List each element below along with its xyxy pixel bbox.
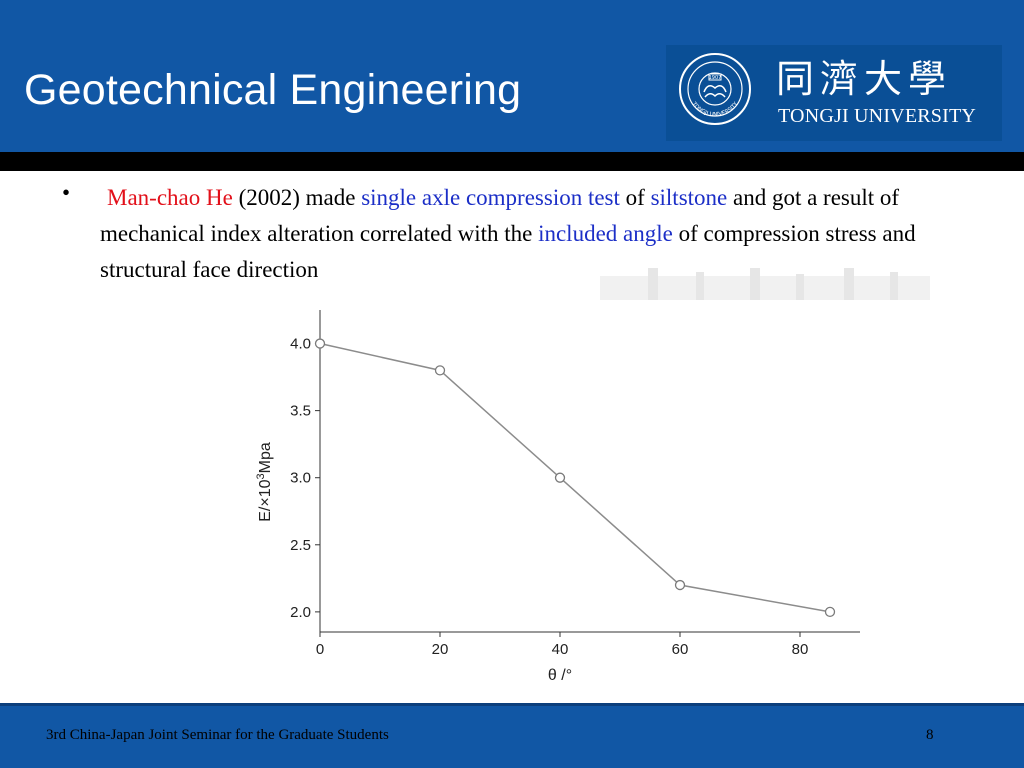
x-tick-label: 20 (432, 641, 449, 658)
bullet-paragraph: Man-chao He (2002) made single axle comp… (100, 180, 1005, 288)
page-number: 8 (926, 727, 934, 743)
y-tick-label: 3.0 (290, 470, 311, 487)
text-segment: of (619, 185, 651, 210)
data-point (314, 338, 326, 349)
data-point (434, 365, 446, 376)
header-divider (0, 152, 1024, 171)
included-angle-term: included angle (538, 221, 673, 246)
x-tick-label: 40 (552, 641, 569, 658)
seal-year: 1907 (709, 75, 722, 81)
decorative-background-strip (600, 268, 930, 300)
text-segment: (2002) made (232, 185, 362, 210)
university-logo-block (666, 45, 1002, 141)
text-segment: and got a result of mechanical index alt… (100, 185, 900, 246)
footer-top-line (0, 703, 1024, 706)
y-tick-label: 2.5 (290, 537, 311, 554)
seal-text: TONGJI UNIVERSITY (690, 100, 740, 118)
test-name: single axle compression test (361, 185, 620, 210)
svg-text:TONGJI UNIVERSITY: TONGJI UNIVERSITY (690, 100, 740, 118)
footer-bar: 3rd China-Japan Joint Seminar for the Gr… (0, 703, 1024, 768)
x-tick-label: 60 (672, 641, 689, 658)
rock-type: siltstone (650, 185, 728, 210)
y-axis-label-suffix: Mpa (257, 442, 274, 473)
data-point (674, 579, 686, 591)
y-tick-label: 2.0 (290, 604, 311, 621)
y-axis-label: E/×103Mpa (255, 442, 274, 522)
x-tick-label: 0 (316, 641, 324, 658)
university-name-chinese: 同濟大學 (776, 57, 953, 101)
university-name-english: TONGJI UNIVERSITY (778, 105, 977, 127)
y-axis-label-prefix: E/×10 (257, 479, 274, 521)
university-seal-icon: 1907 TONGJI UNIVERSITY (679, 53, 751, 125)
footer-seminar-title: 3rd China-Japan Joint Seminar for the Gr… (46, 727, 389, 743)
header-bar: Geotechnical Engineering 1907 TONGJI UNI… (0, 0, 1024, 152)
author-name: Man-chao He (107, 185, 233, 210)
x-axis-label: θ /° (548, 667, 572, 684)
data-point (554, 472, 566, 483)
data-point (824, 606, 836, 618)
text-segment: of compression stress and structural fac… (100, 221, 916, 282)
y-tick-label: 4.0 (290, 336, 311, 353)
x-tick-label: 80 (792, 641, 809, 658)
modulus-vs-angle-chart: 0 20 40 60 80 2.0 2.5 3.0 3.5 4.0 θ /° E/×103Mpa (255, 310, 860, 684)
series-line (319, 342, 831, 613)
y-axis-label-exponent: 3 (255, 473, 267, 479)
slide-title: Geotechnical Engineering (24, 66, 522, 114)
bullet-marker: • (62, 180, 71, 205)
y-tick-label: 3.5 (290, 403, 311, 420)
